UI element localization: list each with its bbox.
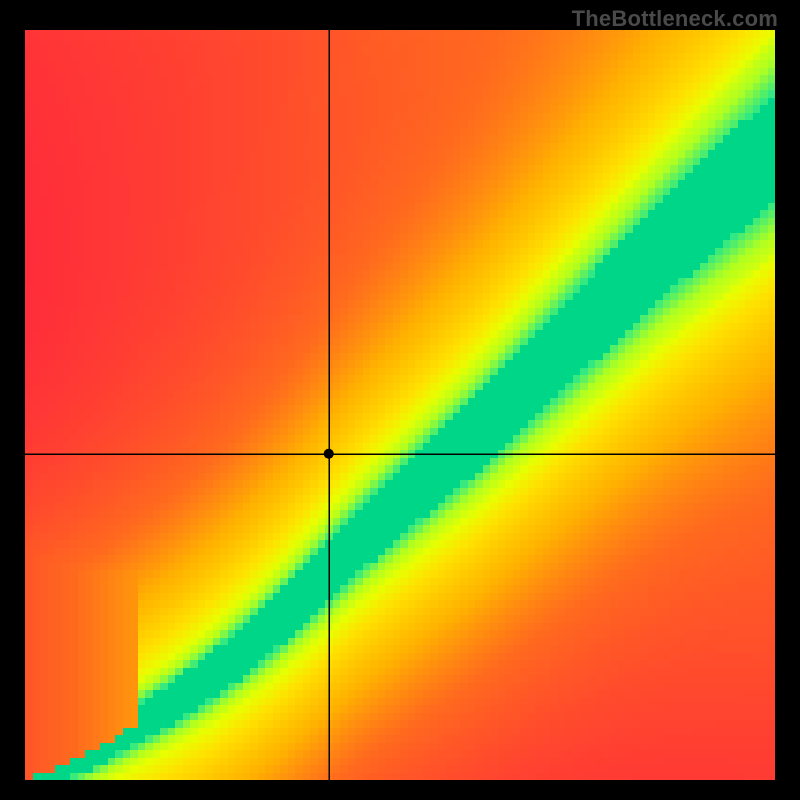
heatmap-plot <box>25 30 775 780</box>
watermark: TheBottleneck.com <box>572 6 778 32</box>
